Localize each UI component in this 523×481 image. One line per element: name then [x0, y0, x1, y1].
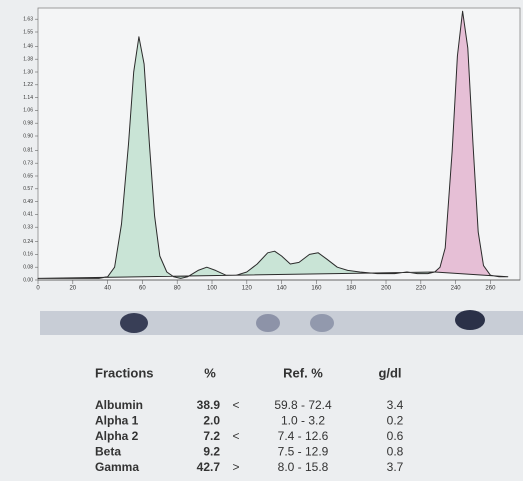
reference-range: 1.0 - 3.2 — [281, 414, 325, 428]
x-tick-label: 240 — [451, 286, 462, 292]
y-tick-label: 0.33 — [23, 225, 33, 231]
plot-area — [37, 7, 521, 281]
gel-band — [310, 314, 334, 332]
y-tick-label: 0.08 — [23, 265, 33, 271]
fraction-name: Gamma — [95, 460, 139, 474]
fraction-percent: 2.0 — [203, 414, 220, 428]
y-tick-label: 0.81 — [23, 148, 33, 154]
y-tick-label: 1.55 — [23, 29, 33, 35]
concentration: 0.6 — [387, 429, 404, 443]
column-header: g/dl — [378, 365, 401, 380]
y-tick-label: 1.46 — [23, 44, 33, 50]
fraction-percent: 7.2 — [203, 429, 220, 443]
column-header: Fractions — [95, 365, 154, 380]
column-header: Ref. % — [283, 365, 323, 380]
reference-range: 59.8 - 72.4 — [274, 398, 332, 412]
y-tick-label: 1.63 — [23, 17, 33, 23]
y-tick-label: 0.98 — [23, 121, 33, 127]
concentration: 3.7 — [387, 460, 404, 474]
reference-range: 7.4 - 12.6 — [278, 429, 329, 443]
gel-band — [455, 310, 485, 330]
x-tick-label: 160 — [311, 286, 322, 292]
reference-range: 7.5 - 12.9 — [278, 445, 329, 459]
y-tick-label: 0.49 — [23, 199, 33, 205]
gel-strip — [40, 311, 523, 335]
fractions-table: Fractions% Ref. % g/dl Albumin 38.9 <59.8 - 7… — [95, 365, 404, 474]
concentration: 0.8 — [387, 445, 404, 459]
fraction-percent: 9.2 — [203, 445, 220, 459]
y-tick-label: 1.14 — [23, 95, 33, 101]
y-tick-label: 0.57 — [23, 186, 33, 192]
y-tick-label: 1.38 — [23, 57, 33, 63]
flag: < — [232, 429, 239, 443]
x-tick-label: 80 — [174, 286, 181, 292]
x-tick-label: 40 — [104, 286, 111, 292]
y-tick-label: 1.22 — [23, 82, 33, 88]
y-tick-label: 0.16 — [23, 252, 33, 258]
fraction-name: Beta — [95, 445, 121, 459]
fraction-name: Alpha 1 — [95, 414, 139, 428]
x-tick-label: 180 — [346, 286, 357, 292]
fraction-name: Alpha 2 — [95, 429, 139, 443]
fraction-name: Albumin — [95, 398, 143, 412]
x-tick-label: 140 — [277, 286, 288, 292]
y-tick-label: 0.65 — [23, 173, 33, 179]
flag: > — [232, 460, 239, 474]
y-tick-label: 0.90 — [23, 133, 33, 139]
gel-band — [120, 313, 148, 333]
y-tick-label: 0.24 — [23, 239, 33, 245]
concentration: 3.4 — [387, 398, 404, 412]
x-tick-label: 60 — [139, 286, 146, 292]
y-tick-label: 1.06 — [23, 108, 33, 114]
x-tick-label: 0 — [36, 286, 40, 292]
flag: < — [232, 398, 239, 412]
x-tick-label: 120 — [242, 286, 253, 292]
y-tick-label: 0.00 — [23, 277, 33, 283]
x-tick-label: 200 — [381, 286, 392, 292]
reference-range: 8.0 - 15.8 — [278, 460, 329, 474]
concentration: 0.2 — [387, 414, 404, 428]
x-tick-label: 220 — [416, 286, 427, 292]
fraction-percent: 42.7 — [197, 460, 221, 474]
column-header: % — [204, 365, 216, 380]
gel-band — [256, 314, 280, 332]
curve-area — [434, 10, 509, 278]
fraction-percent: 38.9 — [197, 398, 221, 412]
x-tick-label: 260 — [485, 286, 496, 292]
y-tick-label: 0.73 — [23, 161, 33, 167]
electrophoresis-chart: 0.00 0.08 0.16 0.24 0.33 0.41 0.49 0.57 0.65 0.73… — [23, 7, 521, 292]
y-tick-label: 0.41 — [23, 212, 33, 218]
x-tick-label: 100 — [207, 286, 218, 292]
x-tick-label: 20 — [69, 286, 76, 292]
curve-area — [37, 36, 436, 279]
y-tick-label: 1.30 — [23, 69, 33, 75]
